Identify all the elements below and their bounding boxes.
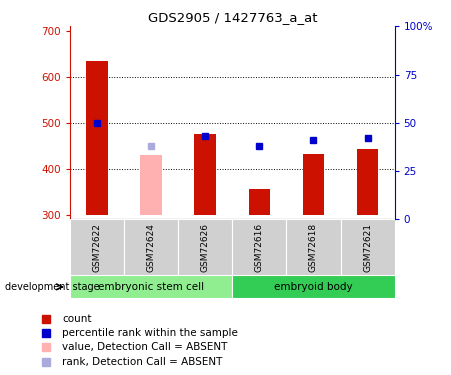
Bar xyxy=(341,219,395,276)
Text: embryoid body: embryoid body xyxy=(274,282,353,291)
Bar xyxy=(124,219,178,276)
Bar xyxy=(194,134,216,215)
Text: development stage: development stage xyxy=(5,282,99,292)
Bar xyxy=(70,219,124,276)
Bar xyxy=(86,61,108,215)
Text: count: count xyxy=(62,314,92,324)
Bar xyxy=(140,155,162,215)
Text: GSM72618: GSM72618 xyxy=(309,223,318,272)
Text: GSM72616: GSM72616 xyxy=(255,223,264,272)
Title: GDS2905 / 1427763_a_at: GDS2905 / 1427763_a_at xyxy=(147,11,317,24)
Bar xyxy=(249,189,270,215)
Bar xyxy=(232,219,286,276)
Text: GSM72621: GSM72621 xyxy=(363,223,372,272)
Text: value, Detection Call = ABSENT: value, Detection Call = ABSENT xyxy=(62,342,227,352)
Bar xyxy=(70,275,232,298)
Bar xyxy=(178,219,232,276)
Bar xyxy=(286,219,341,276)
Text: rank, Detection Call = ABSENT: rank, Detection Call = ABSENT xyxy=(62,357,222,368)
Bar xyxy=(232,275,395,298)
Bar xyxy=(303,154,324,215)
Text: GSM72622: GSM72622 xyxy=(92,223,101,272)
Text: embryonic stem cell: embryonic stem cell xyxy=(98,282,204,291)
Text: percentile rank within the sample: percentile rank within the sample xyxy=(62,328,238,338)
Text: GSM72624: GSM72624 xyxy=(147,223,156,272)
Text: GSM72626: GSM72626 xyxy=(201,223,210,272)
Bar xyxy=(357,150,378,215)
